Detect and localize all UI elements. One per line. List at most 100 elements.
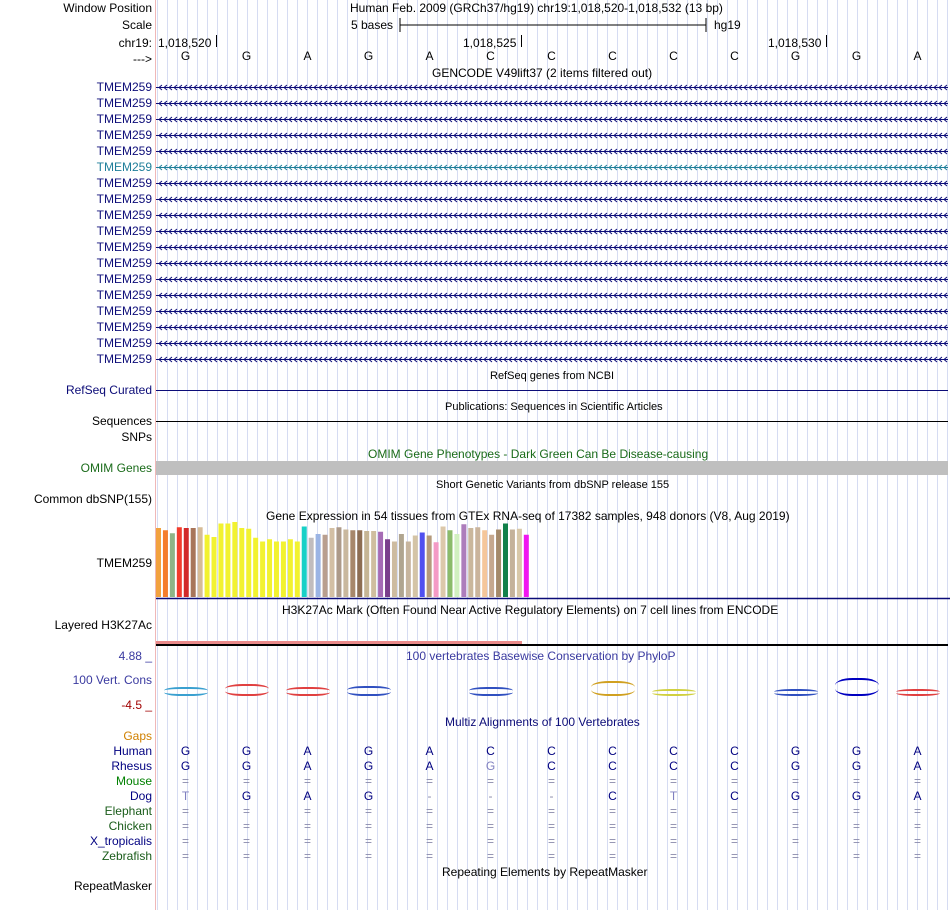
gencode-gene-label[interactable]: TMEM259 bbox=[96, 192, 152, 206]
species-label[interactable]: Mouse bbox=[115, 774, 152, 788]
gtex-tissue-bar[interactable] bbox=[412, 535, 418, 598]
gtex-tissue-bar[interactable] bbox=[329, 528, 335, 597]
gtex-tissue-bar[interactable] bbox=[197, 527, 203, 597]
gencode-gene-feature[interactable] bbox=[156, 163, 948, 172]
gtex-label[interactable]: TMEM259 bbox=[96, 556, 152, 570]
gencode-gene-label[interactable]: TMEM259 bbox=[96, 176, 152, 190]
species-label[interactable]: X_tropicalis bbox=[89, 834, 152, 848]
omim-gene-bar[interactable] bbox=[156, 461, 948, 475]
gtex-tissue-bar[interactable] bbox=[468, 528, 474, 597]
gtex-tissue-bar[interactable] bbox=[378, 531, 384, 597]
gencode-gene-label[interactable]: TMEM259 bbox=[96, 336, 152, 350]
gencode-gene-label[interactable]: TMEM259 bbox=[96, 208, 152, 222]
gtex-tissue-bar[interactable] bbox=[371, 531, 377, 597]
gtex-tissue-bar[interactable] bbox=[232, 522, 238, 597]
gencode-gene-feature[interactable] bbox=[156, 179, 948, 188]
gtex-tissue-bar[interactable] bbox=[357, 530, 363, 597]
gtex-tissue-bar[interactable] bbox=[315, 534, 321, 597]
gtex-tissue-bar[interactable] bbox=[364, 531, 370, 597]
gtex-tissue-bar[interactable] bbox=[308, 537, 314, 597]
gtex-tissue-bar[interactable] bbox=[391, 541, 397, 598]
gtex-tissue-bar[interactable] bbox=[156, 528, 161, 597]
scale-label[interactable]: Scale bbox=[121, 18, 152, 32]
gtex-tissue-bar[interactable] bbox=[218, 523, 224, 598]
gtex-tissue-bar[interactable] bbox=[176, 527, 182, 597]
h3k27ac-label[interactable]: Layered H3K27Ac bbox=[54, 618, 152, 632]
gtex-tissue-bar[interactable] bbox=[239, 528, 245, 597]
gencode-gene-feature[interactable] bbox=[156, 115, 948, 124]
gtex-tissue-bar[interactable] bbox=[350, 530, 356, 597]
gtex-tissue-bar[interactable] bbox=[301, 526, 307, 598]
gtex-tissue-bar[interactable] bbox=[253, 537, 259, 597]
gencode-gene-label[interactable]: TMEM259 bbox=[96, 240, 152, 254]
gencode-gene-feature[interactable] bbox=[156, 307, 948, 316]
gtex-tissue-bar[interactable] bbox=[183, 528, 189, 597]
species-label[interactable]: Dog bbox=[129, 789, 152, 803]
gtex-tissue-bar[interactable] bbox=[343, 529, 349, 598]
gencode-gene-label[interactable]: TMEM259 bbox=[96, 80, 152, 94]
refseq-label[interactable]: RefSeq Curated bbox=[65, 383, 152, 397]
gtex-tissue-bar[interactable] bbox=[162, 530, 168, 597]
species-label[interactable]: Elephant bbox=[104, 804, 152, 818]
gencode-gene-feature[interactable] bbox=[156, 83, 948, 92]
gtex-tissue-bar[interactable] bbox=[523, 534, 529, 597]
gencode-gene-label[interactable]: TMEM259 bbox=[96, 224, 152, 238]
gencode-gene-feature[interactable] bbox=[156, 195, 948, 204]
gencode-gene-feature[interactable] bbox=[156, 291, 948, 300]
phylop-label[interactable]: 100 Vert. Cons bbox=[72, 673, 152, 687]
gencode-gene-feature[interactable] bbox=[156, 275, 948, 284]
gencode-gene-feature[interactable] bbox=[156, 243, 948, 252]
gtex-tissue-bar[interactable] bbox=[405, 541, 411, 598]
gencode-gene-feature[interactable] bbox=[156, 339, 948, 348]
gtex-tissue-bar[interactable] bbox=[489, 534, 495, 597]
gtex-tissue-bar[interactable] bbox=[503, 523, 508, 598]
gencode-gene-feature[interactable] bbox=[156, 147, 948, 156]
gtex-tissue-bar[interactable] bbox=[246, 528, 252, 597]
gtex-tissue-bar[interactable] bbox=[433, 542, 439, 597]
gtex-tissue-bar[interactable] bbox=[287, 539, 293, 597]
gencode-gene-feature[interactable] bbox=[156, 323, 948, 332]
chromosome-label[interactable]: chr19: bbox=[118, 36, 152, 50]
species-label[interactable]: Chicken bbox=[108, 819, 152, 833]
gencode-gene-feature[interactable] bbox=[156, 227, 948, 236]
gtex-tissue-bar[interactable] bbox=[385, 539, 391, 597]
gtex-tissue-bar[interactable] bbox=[267, 539, 273, 597]
gtex-tissue-bar[interactable] bbox=[426, 535, 432, 598]
gtex-tissue-bar[interactable] bbox=[322, 534, 328, 597]
gencode-gene-label[interactable]: TMEM259 bbox=[96, 288, 152, 302]
gencode-gene-label[interactable]: TMEM259 bbox=[96, 352, 152, 366]
gtex-tissue-bar[interactable] bbox=[419, 532, 425, 598]
gtex-tissue-bar[interactable] bbox=[454, 534, 460, 597]
gencode-gene-label[interactable]: TMEM259 bbox=[96, 112, 152, 126]
species-label[interactable]: Rhesus bbox=[111, 759, 152, 773]
publications-label[interactable]: Sequences bbox=[91, 414, 152, 428]
species-label[interactable]: Zebrafish bbox=[101, 849, 152, 863]
gencode-gene-feature[interactable] bbox=[156, 259, 948, 268]
gtex-tissue-bar[interactable] bbox=[294, 541, 300, 598]
gtex-tissue-bar[interactable] bbox=[496, 529, 502, 598]
gtex-tissue-bar[interactable] bbox=[211, 537, 217, 597]
dbsnp-label[interactable]: Common dbSNP(155) bbox=[33, 492, 152, 506]
repeatmasker-label[interactable]: RepeatMasker bbox=[73, 879, 152, 893]
gtex-tissue-bar[interactable] bbox=[447, 530, 453, 597]
gtex-tissue-bar[interactable] bbox=[461, 524, 467, 597]
gtex-expression-chart[interactable] bbox=[155, 520, 950, 602]
species-label[interactable]: Human bbox=[113, 744, 152, 758]
multiz-gaps-label[interactable]: Gaps bbox=[123, 729, 152, 743]
gtex-tissue-bar[interactable] bbox=[190, 528, 196, 597]
gtex-tissue-bar[interactable] bbox=[225, 523, 231, 598]
gencode-gene-label[interactable]: TMEM259 bbox=[96, 144, 152, 158]
snps-label[interactable]: SNPs bbox=[121, 430, 152, 444]
gtex-tissue-bar[interactable] bbox=[440, 526, 446, 598]
gencode-gene-label[interactable]: TMEM259 bbox=[96, 256, 152, 270]
gtex-tissue-bar[interactable] bbox=[509, 529, 515, 598]
gtex-tissue-bar[interactable] bbox=[204, 534, 210, 597]
gtex-tissue-bar[interactable] bbox=[273, 541, 279, 598]
gencode-gene-label[interactable]: TMEM259 bbox=[96, 320, 152, 334]
gtex-tissue-bar[interactable] bbox=[169, 533, 175, 597]
gtex-tissue-bar[interactable] bbox=[336, 527, 342, 597]
gtex-tissue-bar[interactable] bbox=[516, 528, 522, 597]
omim-label[interactable]: OMIM Genes bbox=[80, 461, 152, 475]
gencode-gene-feature[interactable] bbox=[156, 131, 948, 140]
gencode-gene-feature[interactable] bbox=[156, 99, 948, 108]
